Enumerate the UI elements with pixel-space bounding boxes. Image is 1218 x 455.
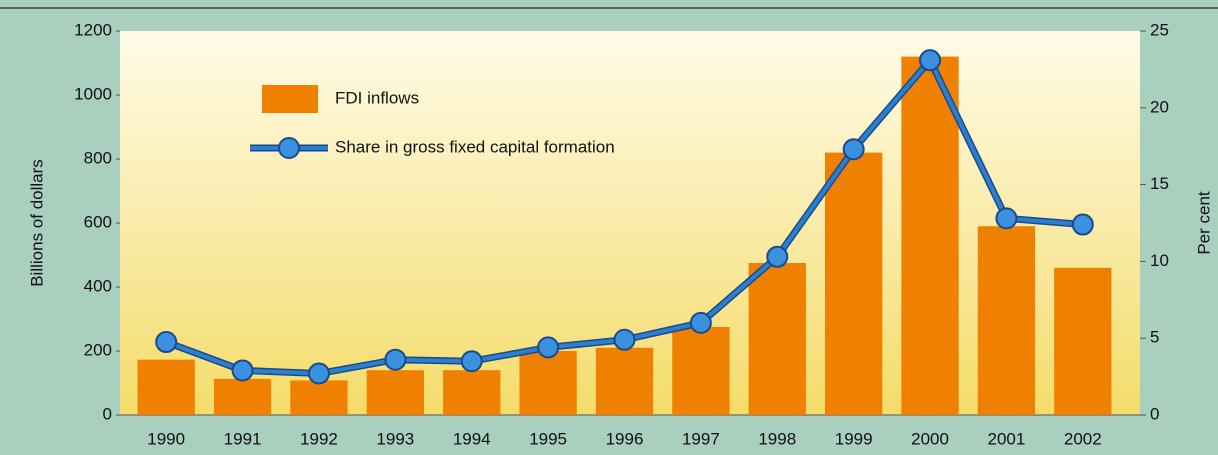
legend-marker [278, 137, 300, 159]
x-tick-label: 1998 [758, 429, 796, 448]
line-marker [613, 328, 636, 351]
y-tick-label: 1000 [74, 84, 112, 103]
y-tick-label: 1200 [74, 20, 112, 39]
y2-tick-label: 25 [1150, 20, 1169, 39]
y-tick-label: 200 [84, 340, 112, 359]
x-tick-label: 2002 [1064, 429, 1102, 448]
x-tick-label: 2000 [911, 429, 949, 448]
x-tick-label: 2001 [988, 429, 1026, 448]
line-marker [460, 350, 483, 373]
y-tick-label: 0 [103, 404, 112, 423]
x-tick-label: 1996 [606, 429, 644, 448]
bar [901, 56, 959, 415]
line-marker [689, 311, 712, 334]
bar [137, 359, 195, 415]
line-marker [537, 336, 560, 359]
line-marker [842, 138, 865, 161]
y-tick-label: 600 [84, 212, 112, 231]
legend-swatch [262, 85, 318, 113]
bar [290, 380, 348, 415]
y2-tick-label: 0 [1150, 404, 1159, 423]
bar [213, 378, 272, 415]
bar [366, 370, 424, 415]
line-marker [995, 207, 1018, 230]
x-tick-label: 1999 [835, 429, 873, 448]
x-tick-label: 1992 [300, 429, 338, 448]
y2-tick-label: 15 [1150, 174, 1169, 193]
y-tick-label: 400 [84, 276, 112, 295]
y2-tick-label: 20 [1150, 97, 1169, 116]
bar [443, 370, 501, 415]
line-marker [384, 348, 407, 371]
x-tick-label: 1990 [147, 429, 185, 448]
x-tick-label: 1993 [376, 429, 414, 448]
line-marker [919, 49, 942, 72]
legend-label: Share in gross fixed capital formation [335, 137, 615, 156]
legend-label: FDI inflows [335, 88, 419, 107]
bar [1054, 267, 1112, 415]
line-marker [155, 331, 178, 354]
bar [748, 263, 806, 415]
y2-tick-label: 10 [1150, 251, 1169, 270]
y2-tick-label: 5 [1150, 328, 1159, 347]
x-tick-label: 1997 [682, 429, 720, 448]
bar [825, 152, 883, 415]
bar [672, 327, 730, 415]
y2-axis-label: Per cent [1194, 191, 1213, 255]
bar [977, 226, 1036, 415]
x-tick-label: 1994 [453, 429, 491, 448]
bar [595, 347, 654, 415]
x-tick-label: 1991 [224, 429, 262, 448]
line-marker [231, 359, 254, 382]
y-axis-label: Billions of dollars [27, 159, 46, 287]
y-tick-label: 800 [84, 148, 112, 167]
line-marker [766, 245, 789, 268]
line-marker [1071, 213, 1094, 236]
x-tick-label: 1995 [529, 429, 567, 448]
bar [519, 351, 577, 415]
line-marker [307, 362, 330, 385]
